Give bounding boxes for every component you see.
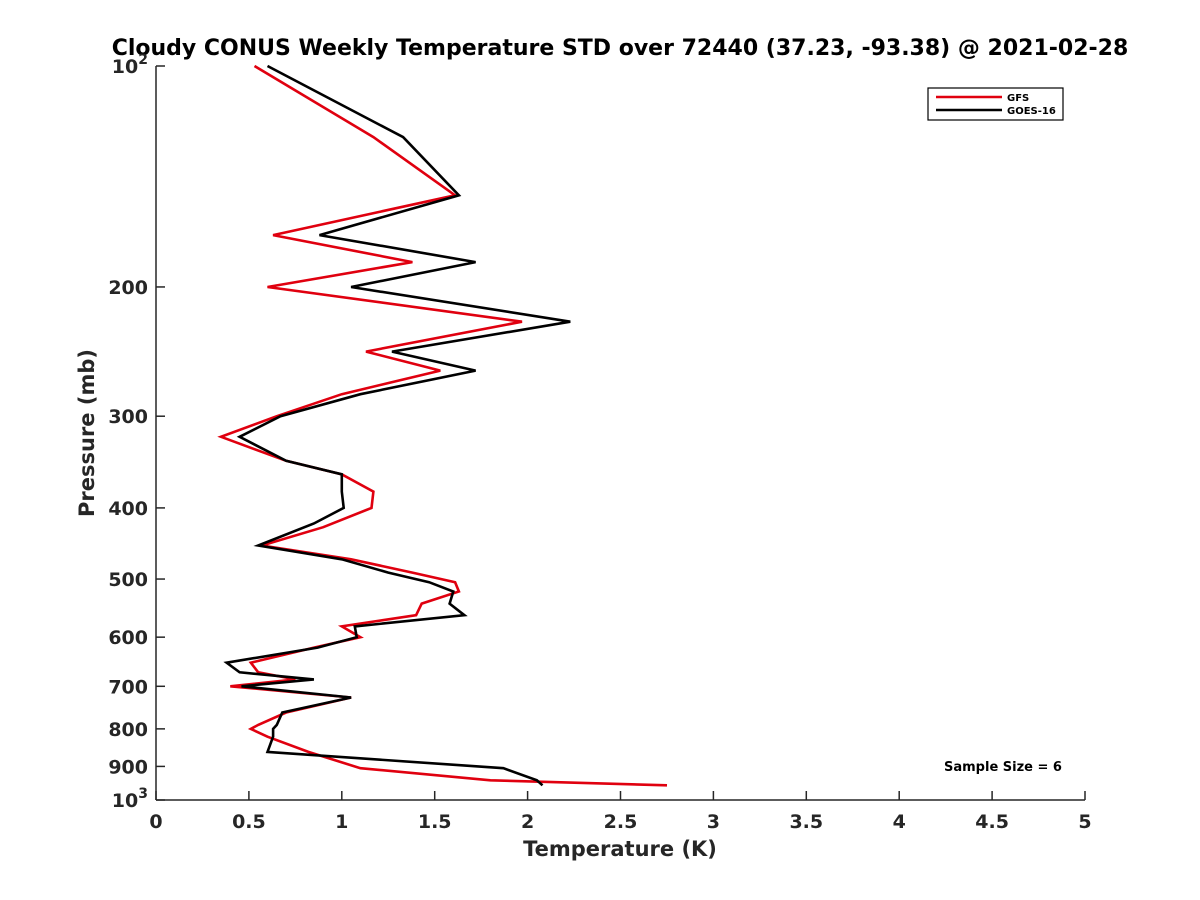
x-axis-label: Temperature (K) xyxy=(523,837,717,861)
legend-label: GOES-16 xyxy=(1007,106,1056,117)
y-tick-label: 700 xyxy=(108,676,148,698)
y-axis-label: Pressure (mb) xyxy=(75,349,99,517)
x-tick-label: 3.5 xyxy=(789,811,823,833)
y-tick-label: 102 xyxy=(112,52,148,78)
x-tick-label: 3 xyxy=(707,811,720,833)
y-tick-label: 200 xyxy=(108,277,148,299)
chart-title: Cloudy CONUS Weekly Temperature STD over… xyxy=(112,36,1129,61)
x-tick-label: 1.5 xyxy=(418,811,452,833)
legend-label: GFS xyxy=(1007,93,1029,104)
x-tick-label: 4 xyxy=(893,811,906,833)
series-line-goes-16 xyxy=(223,64,571,787)
axes xyxy=(155,66,1085,801)
x-tick-label: 5 xyxy=(1078,811,1091,833)
y-tick-label: 800 xyxy=(108,719,148,741)
series-line-gfs xyxy=(217,64,668,787)
x-tick-label: 2.5 xyxy=(604,811,638,833)
x-tick-label: 1 xyxy=(335,811,348,833)
y-tick-label: 103 xyxy=(112,786,148,812)
series-lines xyxy=(217,64,668,787)
x-tick-label: 0.5 xyxy=(232,811,266,833)
y-tick-label: 600 xyxy=(108,627,148,649)
x-tick-label: 2 xyxy=(521,811,534,833)
legend: GFS GOES-16 xyxy=(927,87,1064,121)
y-ticks: 102 200 300 400 500 600 700 800 900 103 xyxy=(108,52,165,812)
sample-size-annotation: Sample Size = 6 xyxy=(944,760,1062,775)
y-tick-label: 300 xyxy=(108,406,148,428)
x-tick-label: 4.5 xyxy=(975,811,1009,833)
x-tick-label: 0 xyxy=(149,811,162,833)
legend-box xyxy=(927,87,1064,121)
y-tick-label: 400 xyxy=(108,498,148,520)
y-tick-label: 900 xyxy=(108,756,148,778)
x-ticks: 0 0.5 1 1.5 2 2.5 3 3.5 4 4.5 5 xyxy=(149,791,1092,833)
y-tick-label: 500 xyxy=(108,569,148,591)
